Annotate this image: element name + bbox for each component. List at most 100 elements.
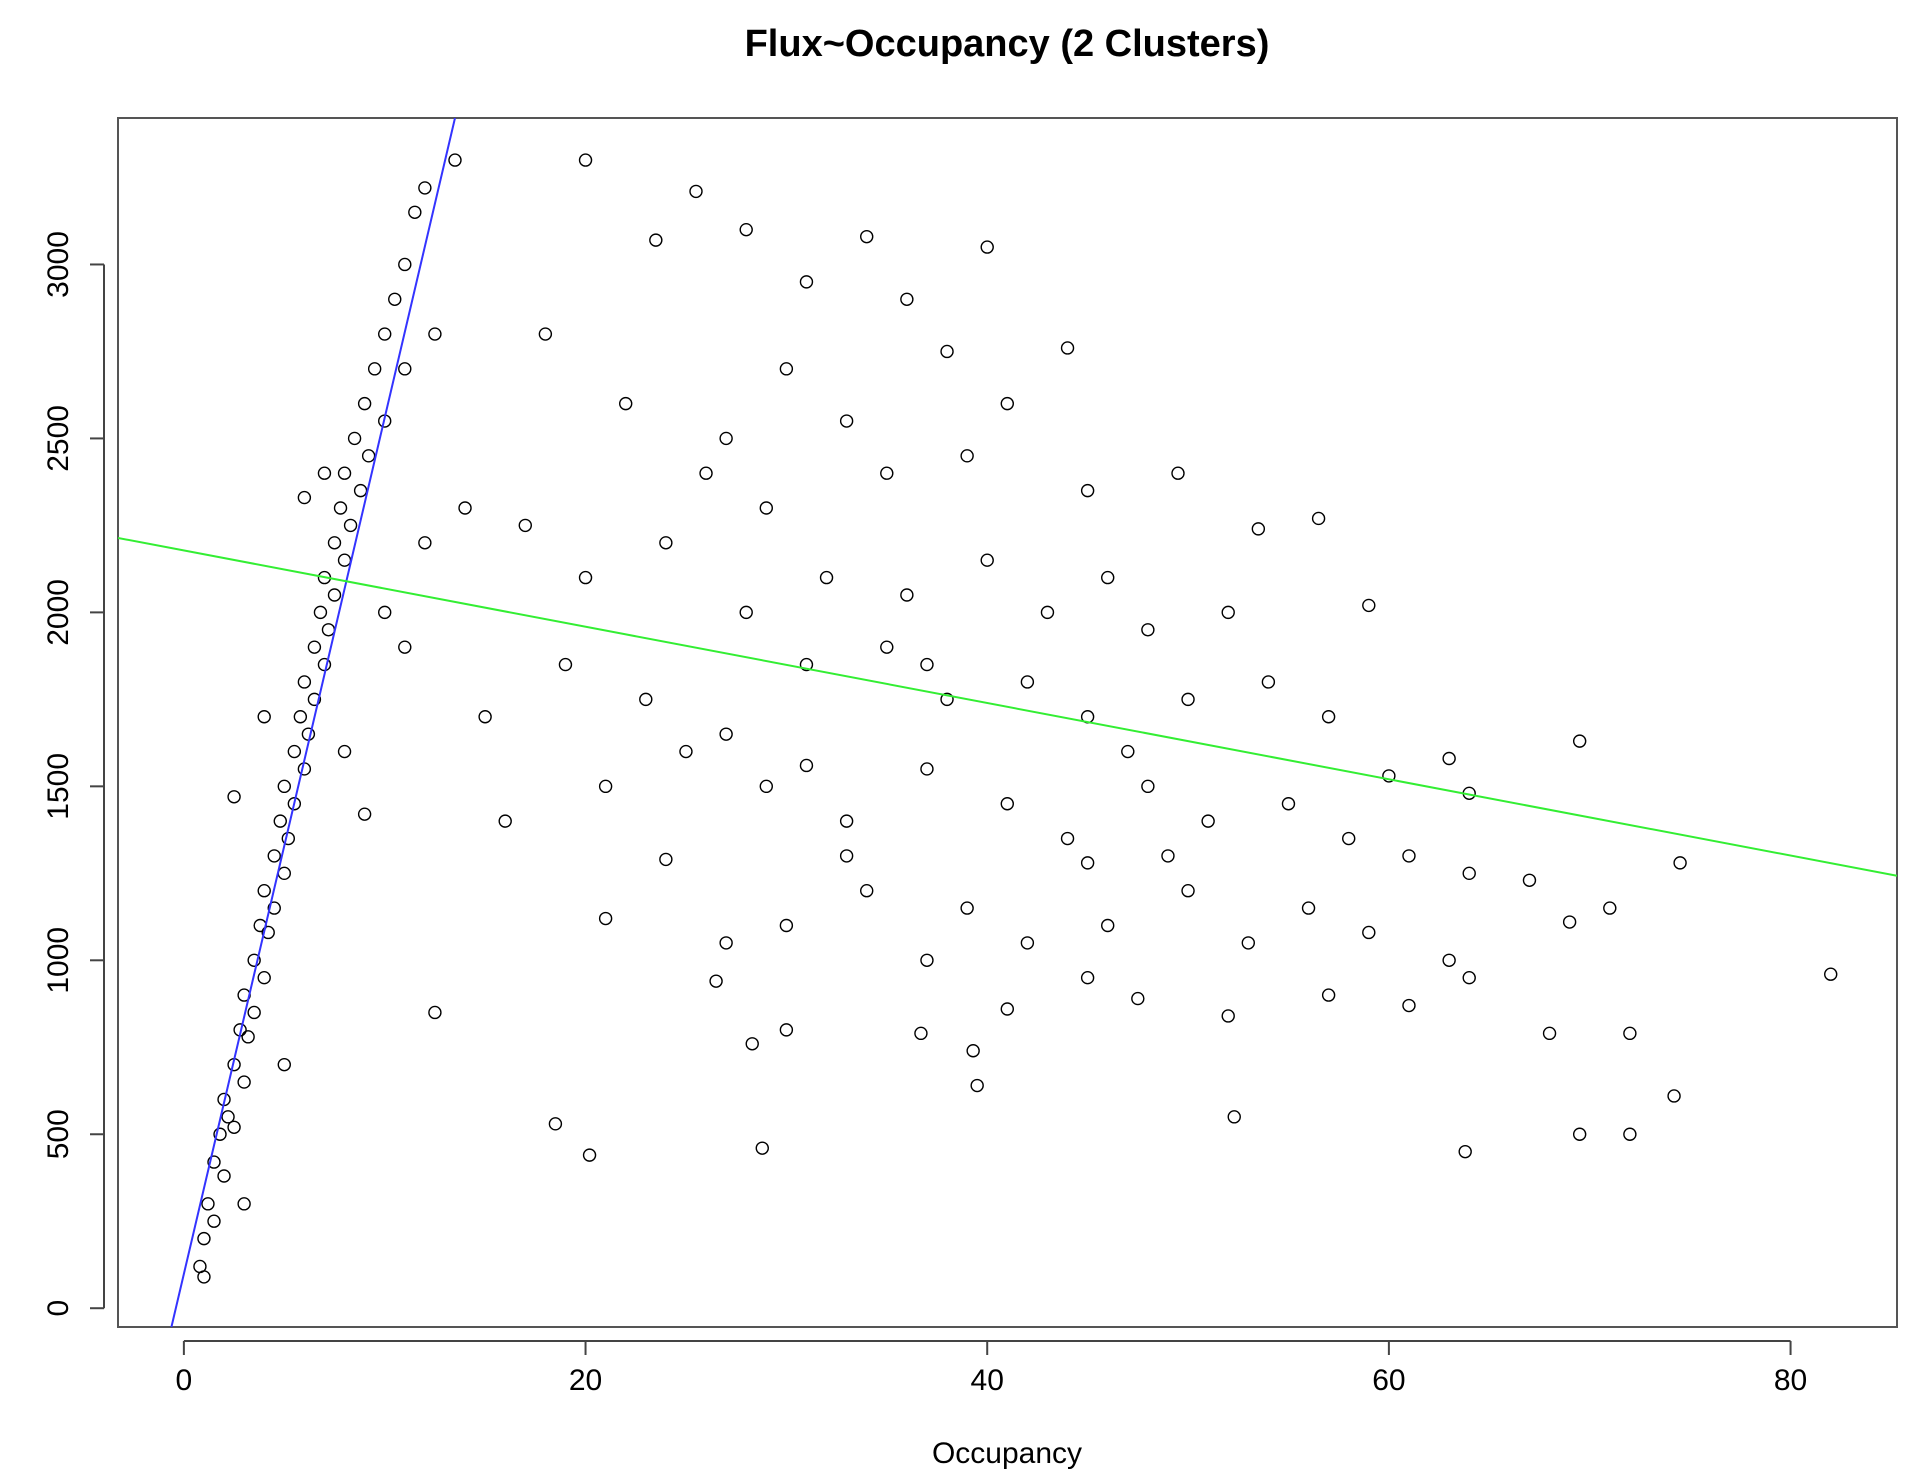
point xyxy=(745,1037,759,1051)
y-tick-label: 2000 xyxy=(42,579,75,646)
point xyxy=(920,762,934,776)
point xyxy=(739,222,753,237)
point xyxy=(498,814,512,828)
point xyxy=(221,1110,235,1124)
point xyxy=(779,362,794,376)
point xyxy=(1442,953,1456,967)
point xyxy=(1040,605,1055,620)
point xyxy=(719,431,733,446)
point xyxy=(1101,918,1115,933)
plot-frame xyxy=(117,117,1898,1328)
point xyxy=(980,240,994,254)
point xyxy=(900,588,914,602)
point xyxy=(337,744,352,759)
x-tick-label: 60 xyxy=(1372,1364,1405,1397)
point xyxy=(1402,998,1416,1013)
point xyxy=(287,797,302,811)
point xyxy=(839,414,854,428)
point xyxy=(1020,936,1035,950)
point xyxy=(1562,915,1577,929)
point xyxy=(1020,675,1035,689)
point xyxy=(1281,797,1296,811)
point xyxy=(257,884,271,898)
point xyxy=(1623,1127,1637,1141)
point xyxy=(301,727,316,741)
point xyxy=(217,1169,231,1183)
point xyxy=(277,866,291,881)
point xyxy=(709,974,723,988)
point xyxy=(237,1197,251,1211)
point xyxy=(313,605,328,620)
point xyxy=(428,327,442,341)
point xyxy=(267,849,281,863)
point xyxy=(980,553,994,567)
point xyxy=(197,1270,211,1284)
point xyxy=(719,727,733,741)
point xyxy=(1080,856,1095,870)
x-tick-label: 80 xyxy=(1774,1364,1807,1397)
point xyxy=(337,466,352,480)
point xyxy=(448,153,462,167)
point xyxy=(1181,884,1195,898)
point xyxy=(719,936,733,950)
point xyxy=(1311,511,1326,526)
point xyxy=(966,1044,980,1058)
point xyxy=(1321,988,1336,1002)
point xyxy=(1080,483,1095,498)
point xyxy=(1301,901,1316,915)
point xyxy=(779,918,794,933)
point xyxy=(799,657,814,672)
point xyxy=(1603,901,1617,915)
point xyxy=(1458,1144,1472,1159)
point xyxy=(428,1005,442,1020)
point xyxy=(1542,1026,1557,1041)
point xyxy=(357,396,372,411)
point xyxy=(257,710,271,724)
point xyxy=(755,1141,769,1155)
point xyxy=(247,1005,261,1020)
point xyxy=(213,1127,227,1141)
point xyxy=(940,344,954,359)
point xyxy=(914,1026,928,1041)
point xyxy=(418,181,432,195)
point xyxy=(1121,744,1135,759)
point xyxy=(649,233,663,247)
point xyxy=(1462,866,1476,881)
point xyxy=(207,1155,221,1169)
y-tick-label: 3000 xyxy=(42,231,75,298)
x-axis-label: Occupancy xyxy=(932,1437,1082,1470)
point xyxy=(1060,831,1075,846)
point xyxy=(227,790,241,804)
point xyxy=(920,657,934,672)
fit-line xyxy=(118,536,1897,877)
point xyxy=(689,184,703,199)
point xyxy=(1402,849,1416,863)
point xyxy=(297,762,312,776)
point xyxy=(347,431,362,446)
x-tick-label: 0 xyxy=(176,1364,193,1397)
point xyxy=(880,466,894,480)
point xyxy=(1342,831,1356,846)
x-tick-label: 40 xyxy=(971,1364,1004,1397)
point xyxy=(1171,466,1185,480)
point xyxy=(1442,751,1456,766)
point xyxy=(1362,925,1376,940)
point xyxy=(321,623,336,637)
point xyxy=(398,257,412,272)
point xyxy=(1251,522,1266,536)
point xyxy=(578,153,593,167)
point xyxy=(408,205,422,219)
point xyxy=(367,362,382,376)
point xyxy=(739,605,753,620)
point xyxy=(398,362,412,376)
point xyxy=(659,536,673,550)
point xyxy=(1227,1110,1241,1124)
plot-area xyxy=(118,118,1897,1327)
point xyxy=(327,536,342,550)
point xyxy=(518,518,532,533)
point xyxy=(333,501,348,515)
point xyxy=(327,588,342,602)
point xyxy=(277,1057,291,1072)
point xyxy=(307,692,322,707)
point xyxy=(799,758,814,773)
